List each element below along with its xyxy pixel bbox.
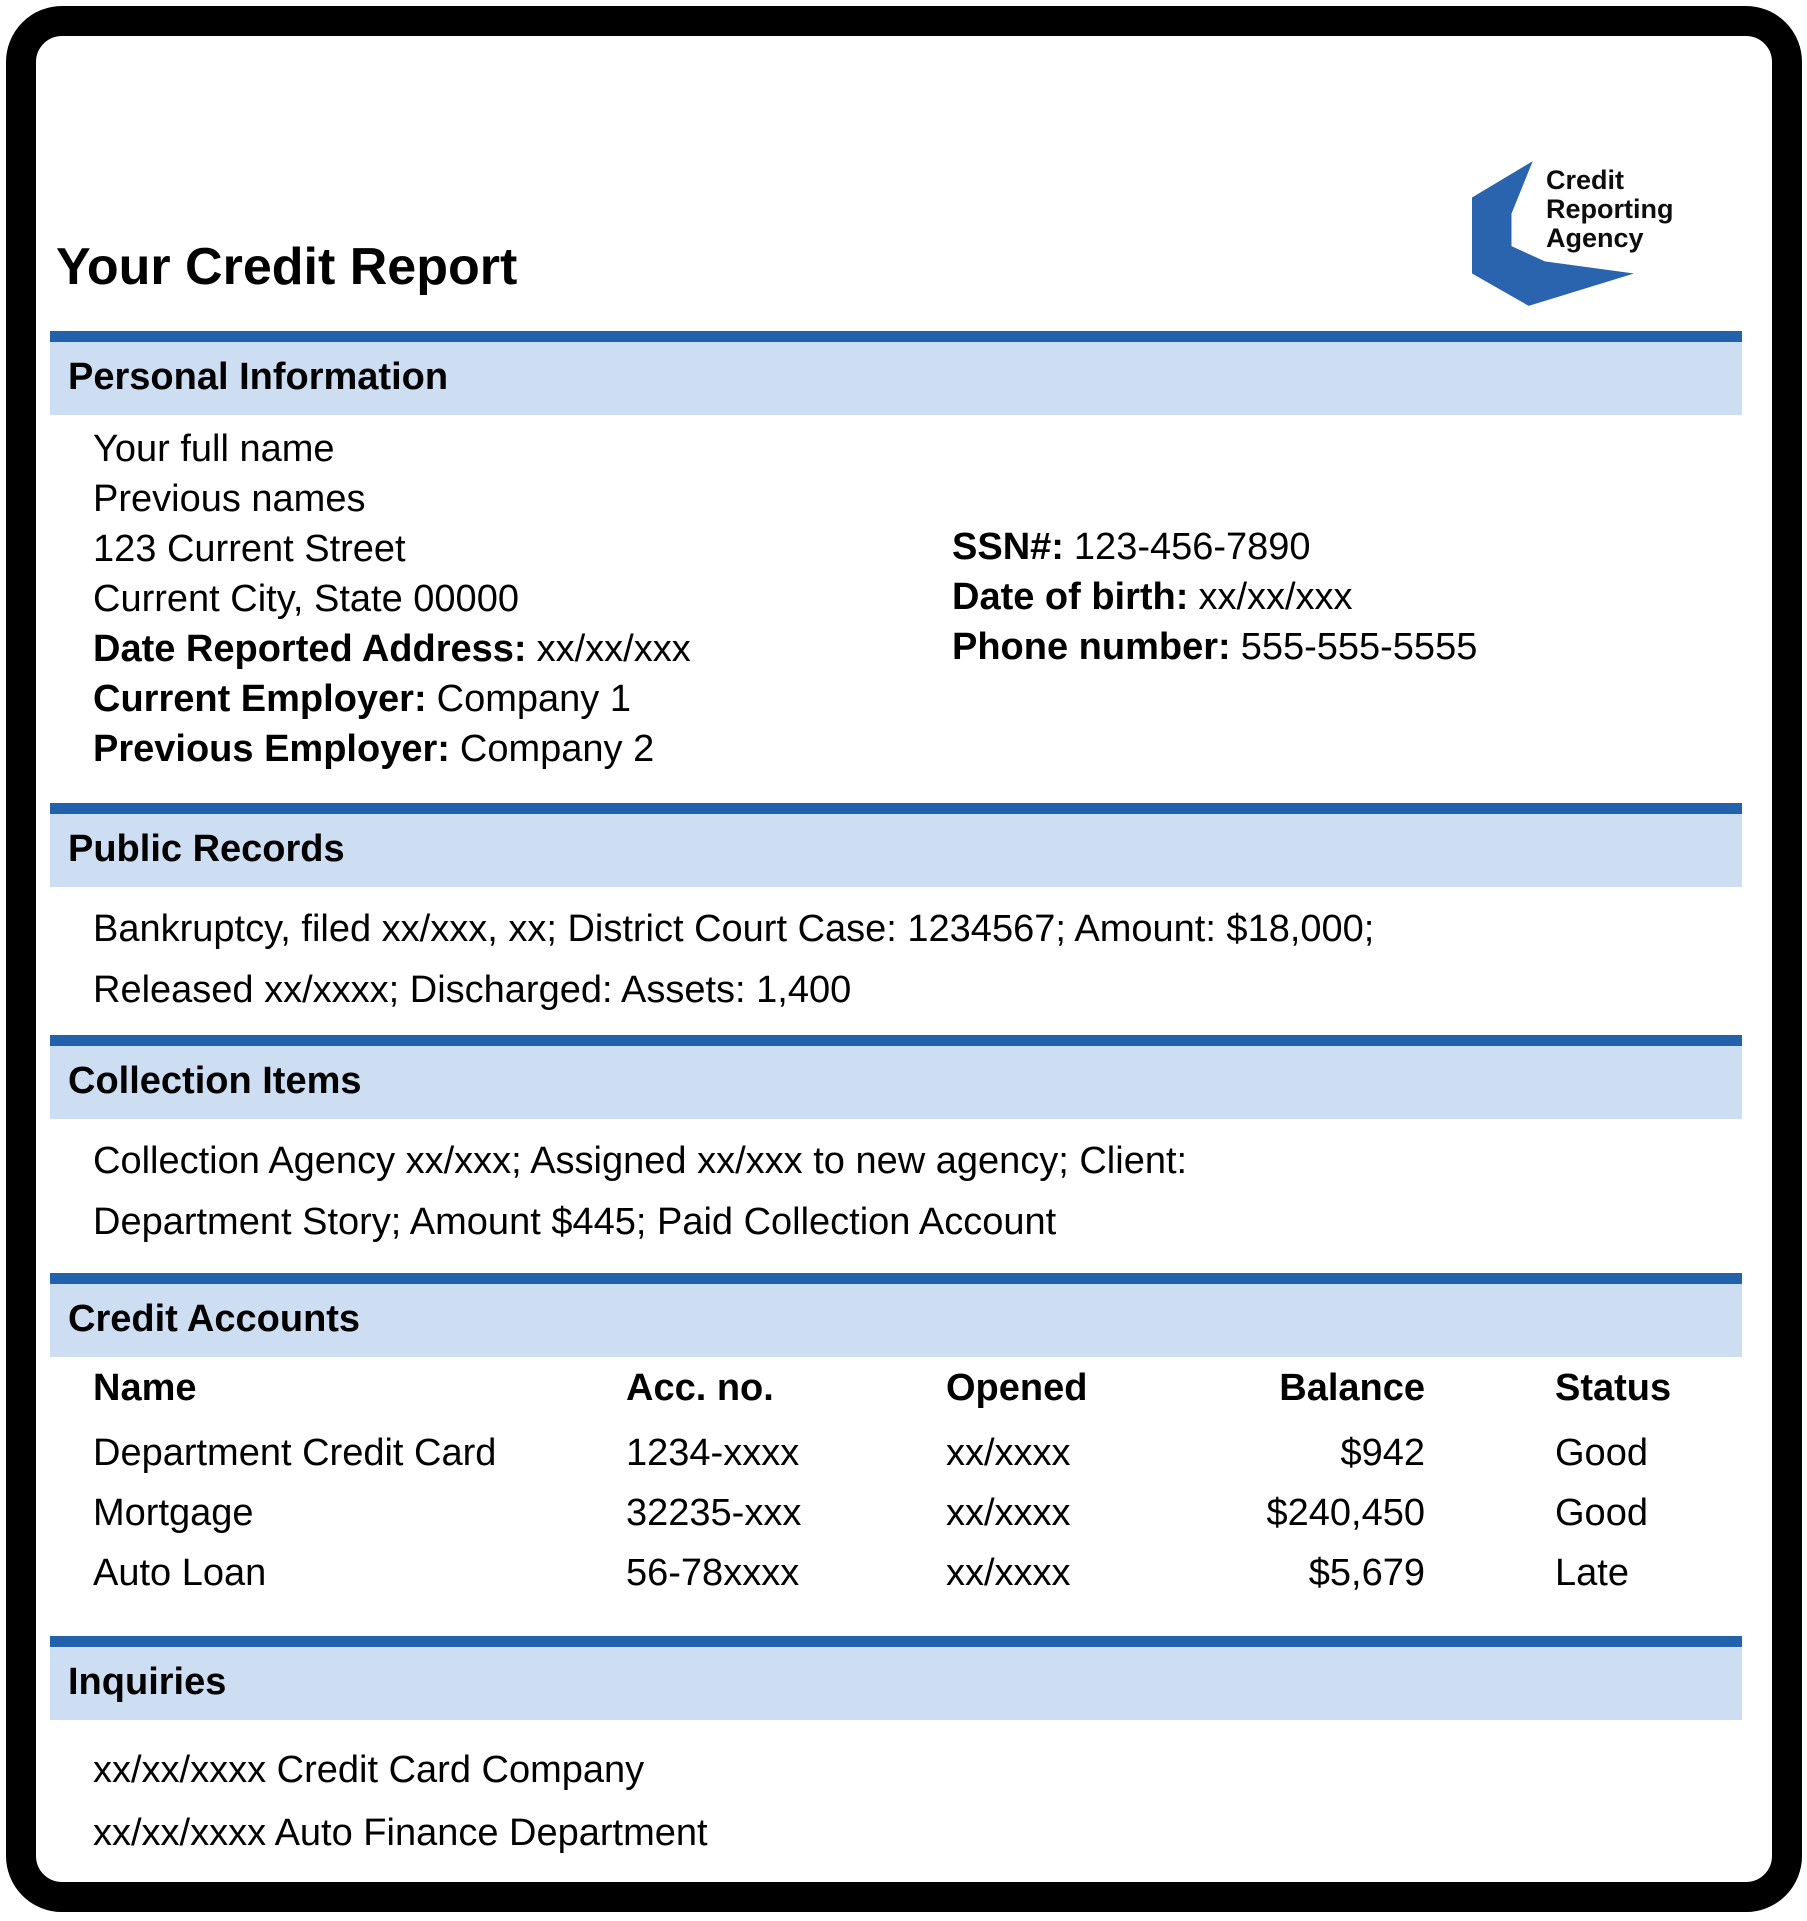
column-spacer: [1425, 1543, 1555, 1603]
collection-item-line: Collection Agency xx/xxx; Assigned xx/xx…: [93, 1140, 1188, 1182]
field-label: Previous Employer:: [93, 728, 450, 770]
field-label: Date Reported Address:: [93, 628, 527, 670]
field-value: Company 1: [436, 678, 631, 720]
account-opened: xx/xxxx: [946, 1552, 1071, 1594]
personal-info-line: Date of birth: xx/xx/xxx: [952, 572, 1477, 622]
field-label: SSN#:: [952, 526, 1064, 568]
account-name: Mortgage: [93, 1492, 254, 1534]
logo-text-line: Credit: [1546, 165, 1625, 195]
collection-item-line: Department Story; Amount $445; Paid Coll…: [93, 1201, 1057, 1243]
account-status: Good: [1555, 1432, 1648, 1474]
agency-logo-text: Credit Reporting Agency: [1546, 166, 1674, 253]
field-value: xx/xx/xxx: [536, 628, 691, 670]
account-number: 32235-xxx: [626, 1492, 802, 1534]
account-status: Late: [1555, 1552, 1629, 1594]
account-opened: xx/xxxx: [946, 1492, 1071, 1534]
agency-logo-c-icon: [1472, 161, 1634, 306]
account-balance: $240,450: [1266, 1492, 1426, 1534]
field-value: Company 2: [459, 728, 655, 770]
personal-info-line: 123 Current Street: [93, 528, 406, 570]
account-number: 1234-xxxx: [626, 1432, 800, 1474]
column-header-status: Status: [1555, 1367, 1672, 1409]
logo-text-line: Agency: [1546, 223, 1644, 253]
section-heading-label: Inquiries: [68, 1661, 227, 1703]
page-border-frame: [6, 6, 1802, 1912]
account-balance: $5,679: [1308, 1552, 1425, 1594]
column-spacer: [1425, 1363, 1555, 1413]
column-spacer: [1425, 1423, 1555, 1483]
section-heading-label: Public Records: [68, 828, 345, 870]
account-number: 56-78xxxx: [626, 1552, 800, 1594]
section-header-credit-accounts: Credit Accounts: [50, 1273, 1742, 1357]
field-value: 555-555-5555: [1240, 626, 1478, 668]
public-record-line: Bankruptcy, filed xx/xxx, xx; District C…: [93, 908, 1375, 950]
section-heading-label: Personal Information: [68, 356, 449, 398]
personal-info-line: SSN#: 123-456-7890: [952, 522, 1477, 572]
personal-info-line: Current City, State 00000: [93, 578, 519, 620]
public-record-line: Released xx/xxxx; Discharged: Assets: 1,…: [93, 969, 852, 1011]
account-opened: xx/xxxx: [946, 1432, 1071, 1474]
personal-info-left-column: Your full name Previous names 123 Curren…: [93, 424, 691, 774]
collection-items-body: Collection Agency xx/xxx; Assigned xx/xx…: [93, 1131, 1187, 1253]
personal-info-line: Phone number: 555-555-5555: [952, 622, 1477, 672]
personal-info-right-column: SSN#: 123-456-7890 Date of birth: xx/xx/xx…: [952, 522, 1477, 672]
credit-accounts-table-header: Name Acc. no. Opened Balance Status: [93, 1363, 1755, 1413]
column-spacer: [1425, 1483, 1555, 1543]
field-label: Current Employer:: [93, 678, 427, 720]
account-balance: $942: [1340, 1432, 1425, 1474]
account-status: Good: [1555, 1492, 1648, 1534]
section-heading-label: Credit Accounts: [68, 1298, 361, 1340]
personal-info-line: Your full name: [93, 428, 335, 470]
inquiry-line: xx/xx/xxxx Auto Finance Department: [93, 1812, 708, 1854]
account-name: Department Credit Card: [93, 1432, 497, 1474]
section-header-personal-information: Personal Information: [50, 331, 1742, 415]
section-heading-label: Collection Items: [68, 1060, 362, 1102]
public-records-body: Bankruptcy, filed xx/xxx, xx; District C…: [93, 899, 1374, 1021]
column-header-name: Name: [93, 1367, 197, 1409]
logo-text-line: Reporting: [1546, 194, 1674, 224]
account-name: Auto Loan: [93, 1552, 267, 1594]
personal-info-line: Previous names: [93, 478, 366, 520]
inquiry-line: xx/xx/xxxx Credit Card Company: [93, 1749, 645, 1791]
field-label: Phone number:: [952, 626, 1231, 668]
field-value: xx/xx/xxx: [1198, 576, 1353, 618]
column-header-balance: Balance: [1279, 1367, 1425, 1409]
section-header-public-records: Public Records: [50, 803, 1742, 887]
personal-info-line: Previous Employer: Company 2: [93, 724, 691, 774]
field-label: Date of birth:: [952, 576, 1189, 618]
column-header-acc-no: Acc. no.: [626, 1367, 774, 1409]
credit-reporting-agency-logo: Credit Reporting Agency: [1472, 160, 1732, 312]
section-header-collection-items: Collection Items: [50, 1035, 1742, 1119]
field-value: 123-456-7890: [1073, 526, 1311, 568]
inquiries-body: xx/xx/xxxx Credit Card Company xx/xx/xxx…: [93, 1739, 708, 1865]
personal-info-line: Date Reported Address: xx/xx/xxx: [93, 624, 691, 674]
credit-accounts-table-rows: Department Credit Card 1234-xxxx xx/xxxx…: [93, 1423, 1755, 1603]
column-header-opened: Opened: [946, 1367, 1088, 1409]
personal-info-line: Current Employer: Company 1: [93, 674, 691, 724]
section-header-inquiries: Inquiries: [50, 1636, 1742, 1720]
page-title: Your Credit Report: [56, 238, 518, 296]
